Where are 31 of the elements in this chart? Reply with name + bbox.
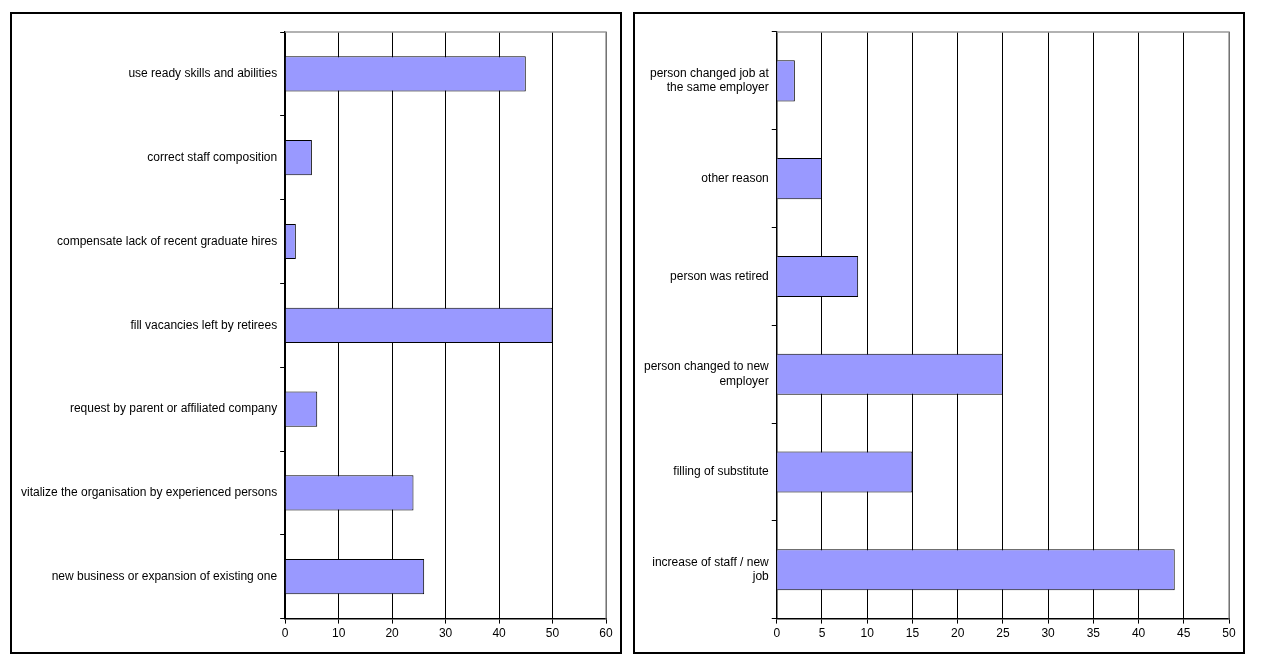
y-tick-label: person changed job at the same employer — [649, 66, 770, 95]
x-tick-label: 45 — [1177, 626, 1191, 641]
x-tick-label: 40 — [492, 626, 507, 641]
x-tick-label: 30 — [1041, 626, 1056, 641]
y-tick-label: use ready skills and abilities — [128, 66, 278, 81]
y-tick-label: person changed to new employer — [643, 359, 770, 388]
x-tick-label: 0 — [773, 626, 781, 641]
x-tick-label: 60 — [599, 626, 613, 641]
y-tick-label: correct staff composition — [147, 150, 278, 165]
y-tick-label: person was retired — [670, 268, 769, 283]
x-tick-label: 5 — [818, 626, 826, 641]
x-tick-label: 40 — [1131, 626, 1146, 641]
y-tick-label: fill vacancies left by retirees — [130, 317, 278, 332]
y-tick-label: other reason — [701, 170, 769, 185]
x-tick-label: 0 — [281, 626, 289, 641]
y-tick-label: compensate lack of recent graduate hires — [57, 233, 278, 248]
x-tick-label: 30 — [438, 626, 453, 641]
x-tick-label: 50 — [1222, 626, 1236, 641]
x-tick-label: 10 — [860, 626, 875, 641]
y-tick-label: new business or expansion of existing one — [51, 569, 278, 584]
y-tick-label: increase of staff / new job — [652, 554, 770, 584]
x-tick-label: 35 — [1086, 626, 1101, 641]
x-tick-label: 10 — [331, 626, 346, 641]
x-tick-label: 20 — [385, 626, 400, 641]
y-tick-label: request by parent or affiliated company — [69, 401, 278, 416]
x-tick-label: 25 — [996, 626, 1010, 641]
x-tick-label: 50 — [545, 626, 560, 641]
x-tick-label: 20 — [950, 626, 965, 641]
y-tick-label: filling of substitute — [673, 464, 770, 479]
x-tick-label: 15 — [905, 626, 920, 641]
y-tick-label: vitalize the organisation by experienced persons — [21, 485, 278, 500]
